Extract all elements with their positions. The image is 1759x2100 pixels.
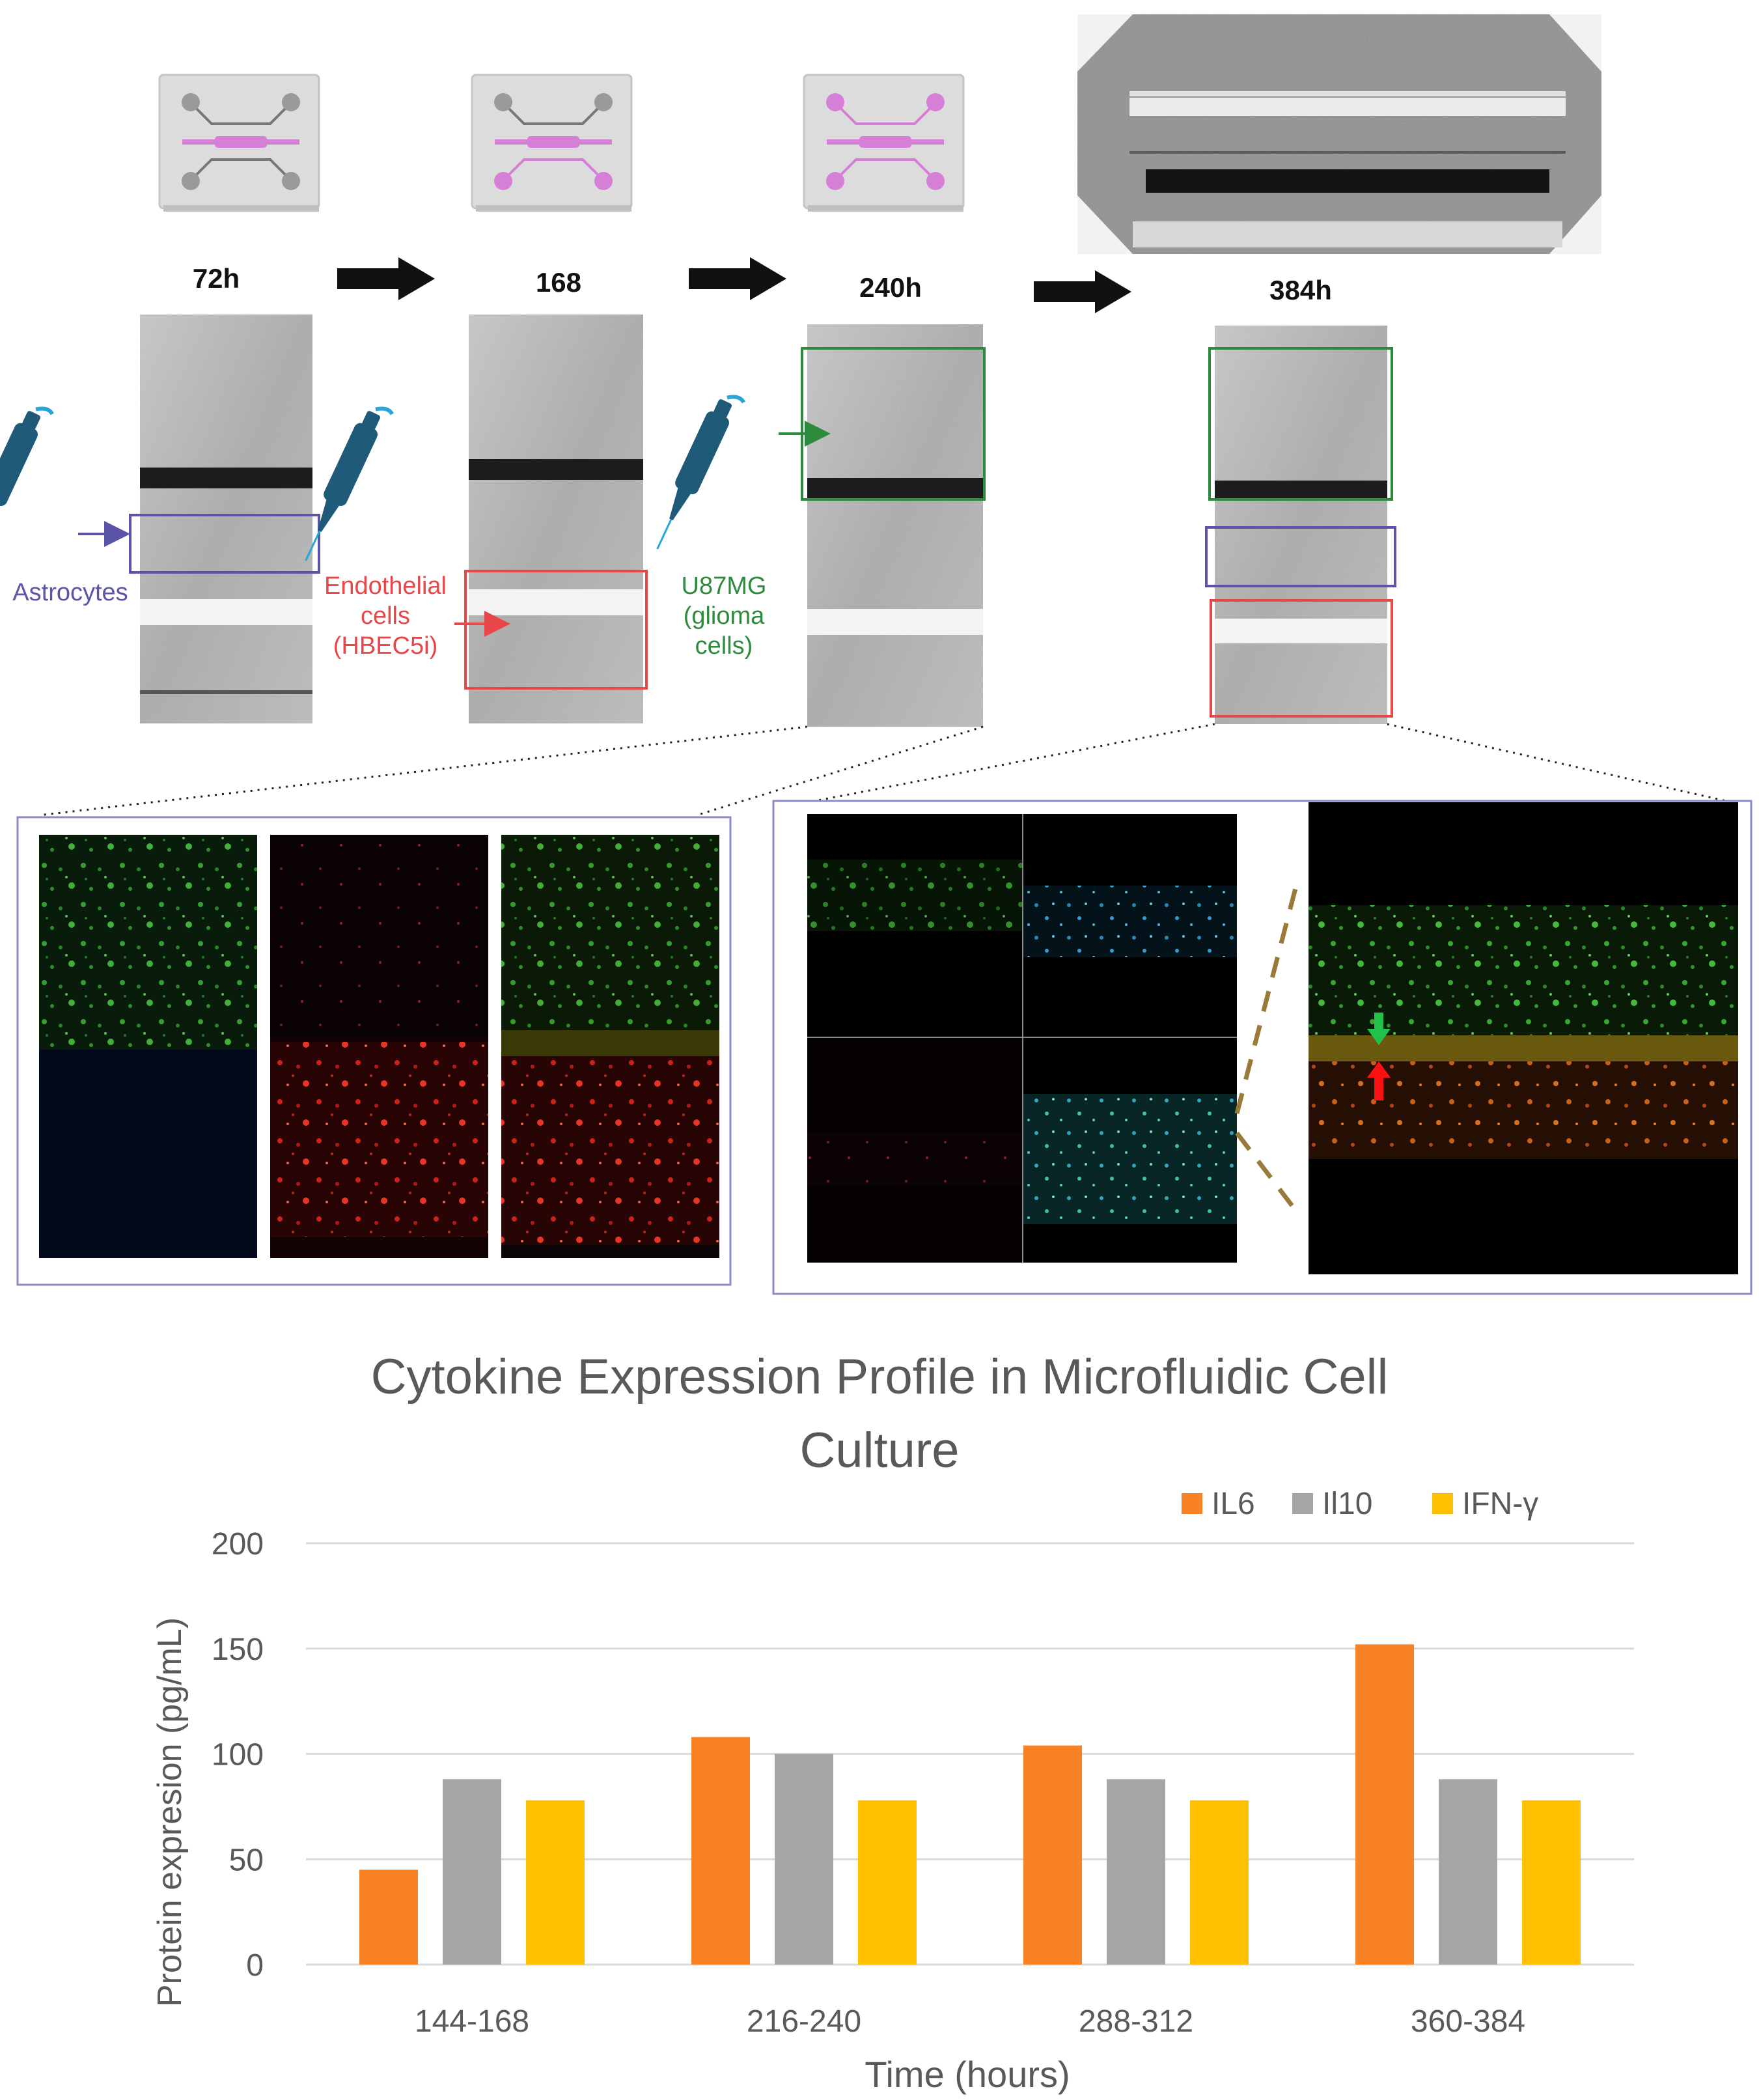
red-arrow-icon: [1367, 1061, 1391, 1100]
legend-label: IFN-γ: [1462, 1487, 1538, 1521]
bar-Il10-216-240: [775, 1754, 833, 1965]
chart-x-axis-label: Time (hours): [865, 2054, 1070, 2095]
bar-IFN-γ-288-312: [1190, 1800, 1249, 1965]
zoom-guide-lines: [38, 723, 1732, 817]
channel-micrograph-384h: [1205, 326, 1396, 724]
x-tick-label: 360-384: [1411, 2004, 1525, 2039]
device-schematic-1: [158, 74, 320, 212]
legend-swatch: [1182, 1493, 1202, 1514]
chart-title-line-2: Culture: [800, 1423, 960, 1478]
fluorescence-panel-left: [16, 816, 732, 1286]
bar-Il10-360-384: [1439, 1779, 1497, 1965]
y-tick-label: 0: [246, 1948, 264, 1983]
pipette-icon: [305, 406, 394, 561]
green-arrow-icon: [1367, 1013, 1391, 1045]
timeline-arrow-1: [337, 257, 435, 300]
time-label-240h: 240h: [859, 272, 922, 303]
y-tick-label: 100: [212, 1738, 264, 1772]
legend-label: Il10: [1322, 1487, 1372, 1521]
y-tick-label: 50: [229, 1843, 264, 1877]
bar-Il10-288-312: [1107, 1779, 1165, 1965]
device-overview-micrograph: [1077, 14, 1601, 254]
glioma-label-line-2: (glioma: [684, 602, 765, 630]
y-tick-label: 150: [212, 1632, 264, 1667]
legend-swatch: [1432, 1493, 1453, 1514]
time-label-168: 168: [536, 267, 581, 298]
endothelial-label-line-1: Endothelial: [324, 572, 447, 600]
bar-IFN-γ-216-240: [858, 1800, 917, 1965]
endothelial-label-line-3: (HBEC5i): [333, 632, 437, 660]
chart-y-tick-labels: 0 50 100 150 200: [212, 1527, 264, 1983]
bar-IFN-γ-360-384: [1522, 1800, 1581, 1965]
chart-gridlines: [306, 1542, 1634, 1966]
bar-IFN-γ-144-168: [526, 1800, 585, 1965]
channel-micrograph-72h: [129, 315, 320, 723]
bar-IL6-216-240: [691, 1737, 750, 1965]
bar-IL6-360-384: [1355, 1644, 1414, 1965]
x-tick-label: 288-312: [1079, 2004, 1193, 2039]
glioma-label-line-1: U87MG: [682, 572, 767, 600]
channel-micrograph-240h: [801, 324, 986, 727]
device-schematic-2: [471, 74, 633, 212]
chart-legend: IL6 Il10 IFN-γ: [1182, 1487, 1538, 1521]
time-label-384h: 384h: [1269, 275, 1332, 305]
y-tick-label: 200: [212, 1527, 264, 1561]
endothelial-label-line-2: cells: [361, 602, 410, 630]
pipette-icon: [0, 406, 54, 506]
chart-title-line-1: Cytokine Expression Profile in Microflui…: [371, 1349, 1389, 1405]
fluorescence-panel-right: [772, 800, 1752, 1295]
bar-Il10-144-168: [443, 1779, 501, 1965]
chart-bars: [359, 1644, 1581, 1965]
chart-x-tick-labels: 144-168 216-240 288-312 360-384: [415, 2004, 1525, 2039]
glioma-label-line-3: cells): [695, 632, 753, 660]
chart: Cytokine Expression Profile in Microflui…: [151, 1349, 1634, 2095]
bar-IL6-144-168: [359, 1869, 418, 1965]
bar-IL6-288-312: [1023, 1745, 1082, 1965]
legend-swatch: [1292, 1493, 1313, 1514]
astrocytes-label: Astrocytes: [12, 579, 128, 606]
timeline-arrow-2: [689, 257, 786, 300]
chart-y-axis-label: Protein expresion (pg/mL): [151, 1617, 189, 2007]
timeline-arrow-3: [1034, 270, 1131, 313]
device-schematic-3: [803, 74, 965, 212]
x-tick-label: 216-240: [747, 2004, 861, 2039]
legend-label: IL6: [1212, 1487, 1255, 1521]
channel-micrograph-168h: [464, 315, 648, 723]
x-tick-label: 144-168: [415, 2004, 529, 2039]
pipette-icon: [656, 395, 745, 550]
time-label-72h: 72h: [193, 263, 240, 294]
